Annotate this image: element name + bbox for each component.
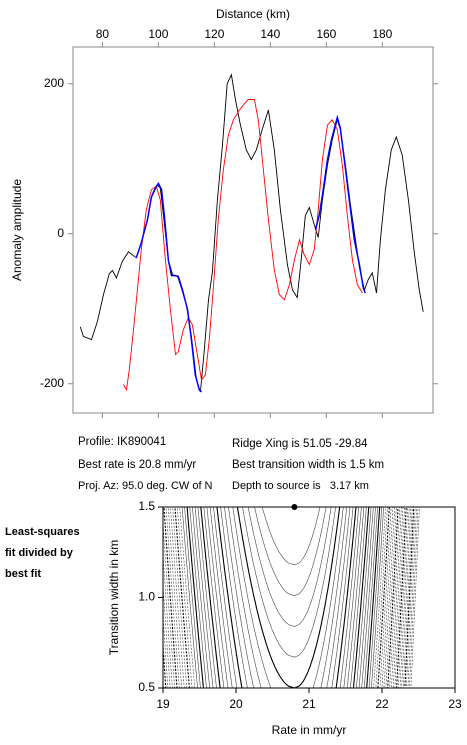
x-tick-label: 180 [372, 27, 392, 41]
contour-line [216, 507, 357, 688]
info-text: Ridge Xing is 51.05 -29.84 [232, 438, 368, 450]
contour-line [206, 507, 365, 688]
info-text: Profile: IK890041 [78, 436, 166, 448]
x-tick-label: 19 [156, 697, 170, 711]
y-tick-label: 0.5 [138, 680, 155, 694]
y-axis-label: Transition width in km [107, 540, 121, 656]
contour-line [170, 507, 394, 688]
contour-line [200, 507, 370, 688]
contour-line [213, 507, 360, 688]
contour-lines [163, 507, 420, 688]
side-note: fit divided by [5, 547, 74, 559]
y-tick-label: 1.5 [138, 499, 155, 513]
contour-line [220, 507, 354, 688]
contour-line [189, 507, 378, 688]
contour-line [181, 507, 385, 688]
contour-line [228, 507, 348, 688]
side-note: Least-squares [5, 526, 80, 538]
x-tick-label: 20 [229, 697, 243, 711]
contour-line [163, 507, 405, 688]
contour-line [192, 507, 376, 688]
contour-line [163, 507, 407, 688]
y-tick-label: 1.0 [138, 590, 155, 604]
x-tick-label: 22 [375, 697, 389, 711]
contour-line [194, 507, 374, 688]
contour-line [232, 507, 344, 688]
x-tick-label: 160 [316, 27, 336, 41]
contour-line [254, 507, 327, 597]
info-text: Depth to source is 3.17 km [232, 480, 369, 492]
x-tick-label: 140 [260, 27, 280, 41]
x-tick-label: 21 [302, 697, 316, 711]
y-tick-label: -200 [40, 376, 64, 390]
contour-line [236, 507, 341, 688]
x-tick-label: 120 [204, 27, 224, 41]
contour-line [261, 507, 321, 566]
data-line [123, 99, 363, 392]
contour-line [163, 507, 402, 688]
x-axis-label: Rate in mm/yr [272, 723, 347, 737]
plot-frame [72, 46, 434, 414]
info-text: Proj. Az: 95.0 deg. CW of N [78, 480, 213, 492]
y-tick-label: 200 [44, 76, 64, 90]
contour-line [163, 507, 399, 688]
contour-line [224, 507, 351, 688]
contour-line [163, 507, 404, 688]
contour-line [247, 507, 332, 627]
contour-line [209, 507, 362, 688]
contour-line [203, 507, 367, 688]
data-line [135, 182, 203, 393]
contour-line [176, 507, 388, 688]
contour-line [186, 507, 381, 688]
side-note: best fit [5, 568, 41, 580]
info-text: Best rate is 20.8 mm/yr [78, 459, 196, 471]
data-line [314, 114, 367, 294]
contour-line [184, 507, 383, 688]
y-axis-label: Anomaly amplitude [10, 179, 24, 281]
contour-line [174, 507, 390, 688]
y-tick-label: 0 [57, 226, 64, 240]
x-tick-label: 23 [448, 697, 462, 711]
best-fit-point [291, 504, 298, 510]
contour-line [167, 507, 396, 688]
contour-line [242, 507, 336, 658]
info-text: Best transition width is 1.5 km [232, 459, 384, 471]
x-tick-label: 100 [148, 27, 168, 41]
x-tick-label: 80 [96, 27, 110, 41]
contour-line [197, 507, 372, 688]
x-axis-label: Distance (km) [216, 7, 290, 21]
